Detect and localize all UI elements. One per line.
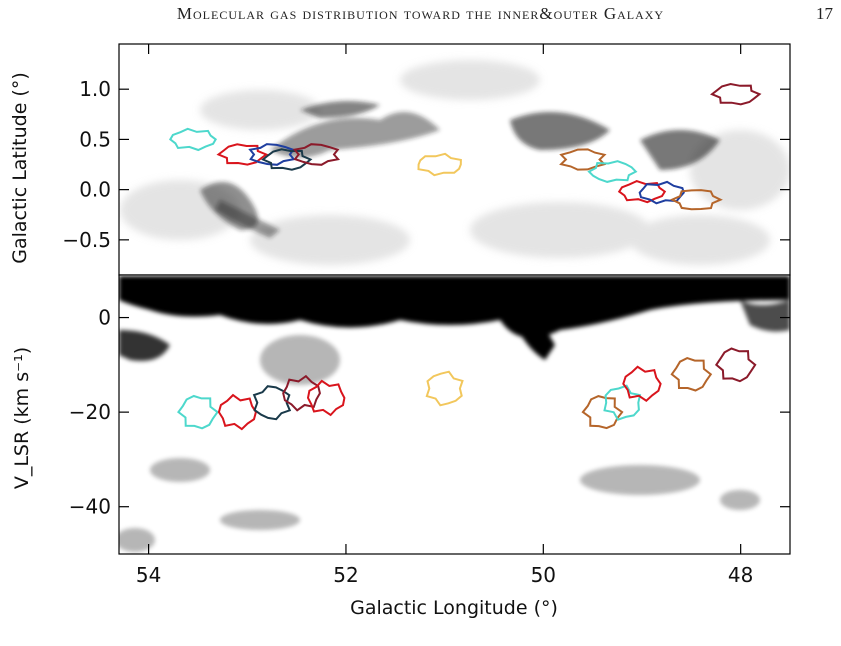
page-number: 17 — [816, 4, 833, 23]
bottom-contour-region — [714, 347, 757, 383]
faint-lv-emission — [119, 335, 760, 552]
bottom-contour-region — [306, 379, 346, 417]
bottom-xlabel: Galactic Longitude (°) — [350, 597, 558, 619]
top-contour-region — [168, 127, 218, 152]
top-contour-region — [669, 189, 723, 211]
top-contour-region — [417, 152, 462, 177]
bottom-panel-lv-diagram — [119, 276, 790, 552]
bottom-ytick-label: −40 — [69, 495, 111, 519]
top-contours — [168, 82, 762, 211]
bottom-xtick-label: 54 — [136, 563, 161, 587]
bottom-panel-frame — [118, 274, 791, 555]
top-ytick-label: −0.5 — [62, 228, 111, 252]
bottom-contour-region — [581, 395, 624, 430]
bottom-xtick-label: 50 — [531, 563, 556, 587]
bottom-panel-ticks: −40 −20 0 54 52 50 48 — [69, 306, 790, 587]
bottom-contour-region — [425, 370, 464, 407]
bottom-contours — [177, 347, 757, 431]
top-panel-latitude-map — [120, 60, 790, 265]
bottom-contour-region — [282, 374, 321, 412]
top-contour-region — [710, 82, 762, 106]
top-contour-region — [216, 143, 269, 166]
bottom-contour-region — [670, 357, 713, 392]
top-contour-region — [638, 180, 685, 205]
bottom-ylabel: V_LSR (km s⁻¹) — [11, 347, 33, 489]
top-contour-region — [248, 143, 296, 166]
local-gas-band — [119, 276, 790, 361]
faint-background-emission — [120, 60, 790, 265]
running-title: Molecular gas distribution toward the in… — [176, 4, 665, 23]
top-contour-region — [559, 148, 607, 171]
bottom-contour-region — [177, 394, 219, 430]
bottom-ytick-label: 0 — [98, 306, 111, 330]
top-contour-region — [292, 143, 341, 166]
bottom-xtick-label: 48 — [728, 563, 753, 587]
bottom-contour-region — [217, 393, 257, 431]
top-contour-region — [261, 148, 313, 171]
top-panel-ticks: −0.5 0.0 0.5 1.0 — [62, 44, 790, 252]
top-ytick-label: 0.5 — [79, 127, 111, 151]
bottom-contour-region — [622, 365, 662, 402]
top-ylabel: Galactic Latitude (°) — [9, 72, 31, 264]
bottom-xtick-label: 52 — [333, 563, 358, 587]
top-ytick-label: 1.0 — [79, 77, 111, 101]
dense-gas-emission — [200, 101, 720, 238]
bottom-contour-region — [252, 385, 292, 421]
top-contour-region — [587, 160, 638, 183]
top-ytick-label: 0.0 — [79, 178, 111, 202]
bottom-ytick-label: −20 — [69, 400, 111, 424]
bottom-contour-region — [603, 384, 642, 421]
